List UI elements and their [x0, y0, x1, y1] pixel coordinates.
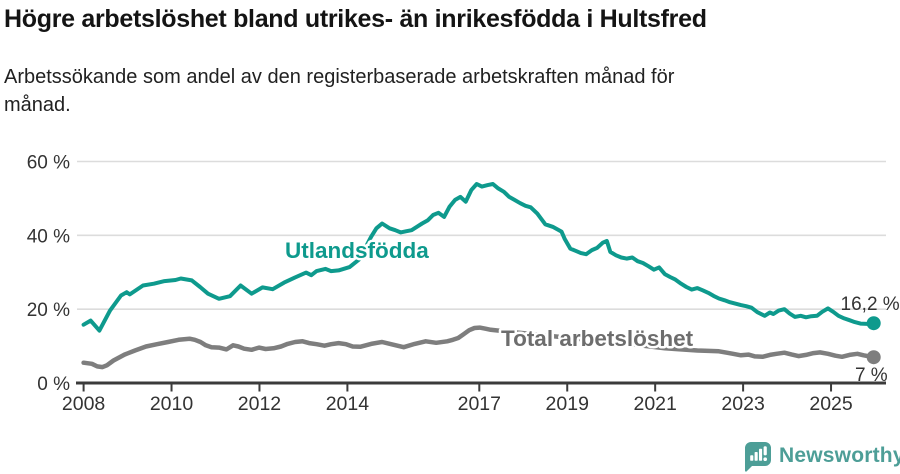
page-title: Högre arbetslöshet bland utrikes- än inr… — [4, 5, 707, 33]
series-end-dot — [866, 316, 881, 331]
newsworthy-logo[interactable]: Newsworthy — [742, 440, 900, 472]
x-tick-label: 2019 — [546, 393, 589, 415]
y-tick-label: 20 % — [27, 300, 70, 321]
series-label: Total arbetslöshet — [501, 326, 694, 351]
newsworthy-wordmark: Newsworthy — [779, 444, 900, 467]
unemployment-line-chart: 0 % 20 % 40 % 60 % 2008 2010 2012 2014 2017 2019 2… — [27, 152, 900, 415]
x-tick-label: 2014 — [326, 393, 370, 415]
x-tick-label: 2008 — [62, 393, 105, 415]
series-label: Utlandsfödda — [285, 238, 429, 263]
x-tick-label: 2010 — [150, 393, 194, 415]
x-tick-label: 2021 — [633, 393, 676, 415]
y-tick-label: 0 % — [37, 374, 70, 395]
series-line-foreign-born — [81, 182, 876, 333]
x-tick-label: 2025 — [809, 393, 853, 415]
page-subtitle: Arbetssökande som andel av den registerb… — [4, 66, 675, 117]
x-tick-label: 2012 — [238, 393, 281, 415]
series-end-dot — [866, 350, 881, 365]
x-tick-label: 2017 — [458, 393, 501, 415]
y-tick-label: 60 % — [27, 152, 70, 173]
series-end-value-label: 7 % — [855, 365, 888, 386]
series-line-total — [81, 325, 876, 370]
newsworthy-bar-chart-bubble-icon — [745, 442, 771, 472]
x-tick-label: 2023 — [721, 393, 764, 415]
series-end-value-label: 16,2 % — [841, 294, 900, 315]
y-tick-label: 40 % — [27, 226, 70, 247]
